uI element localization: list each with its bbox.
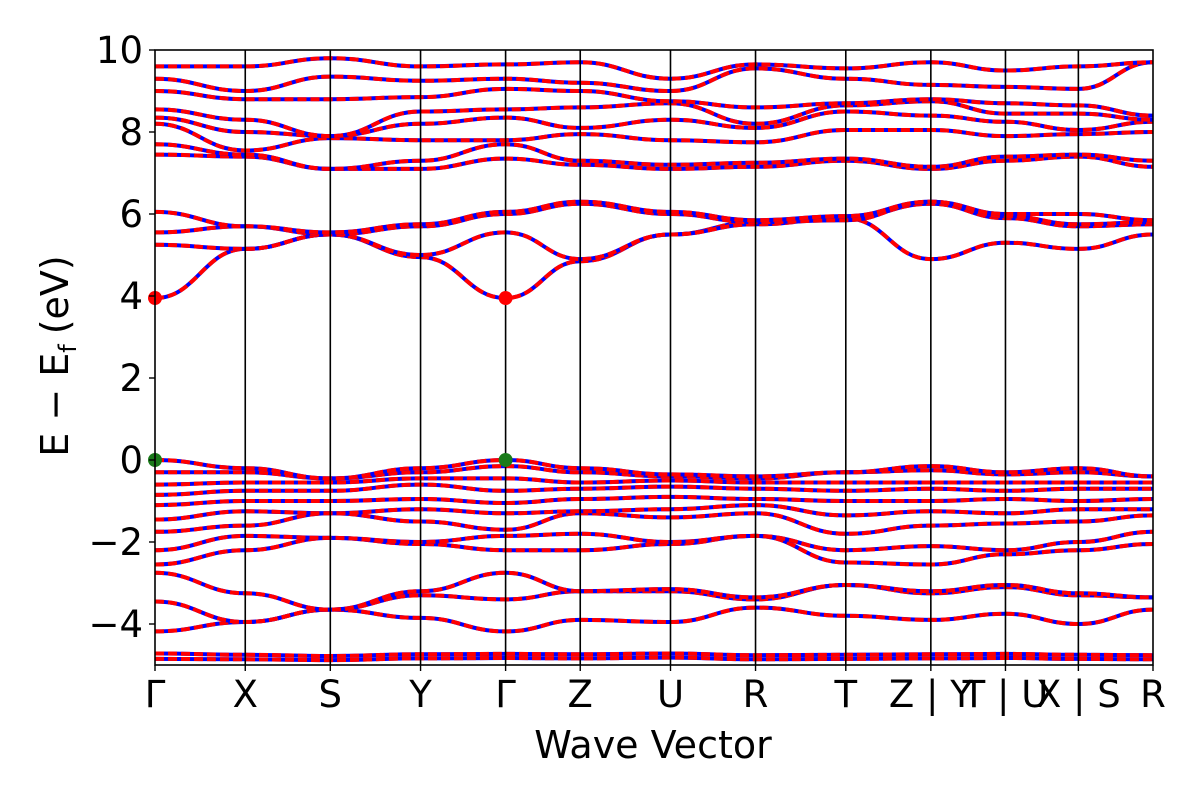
y-tick-label-2: 6 — [119, 193, 143, 236]
band-spin-down-20 — [155, 121, 1153, 153]
x-tick-label-5: Z — [568, 673, 593, 716]
x-tick-label-6: U — [657, 673, 684, 716]
band-spin-down-4 — [155, 570, 1153, 612]
x-tick-label-3: Y — [408, 673, 432, 716]
x-tick-label-4: Γ — [495, 673, 516, 716]
y-tick-label-1: 8 — [119, 111, 143, 154]
y-axis-title-unit: (eV) — [33, 255, 77, 334]
band-spin-down-25 — [155, 56, 1153, 81]
band-spin-down-1 — [155, 651, 1153, 659]
band-spin-down-14 — [155, 216, 1153, 301]
y-axis-ticks: 10 8 6 4 2 0 −2 −4 — [88, 29, 155, 646]
y-tick-label-0: 10 — [96, 29, 143, 72]
x-tick-label-10: T | U — [962, 673, 1049, 716]
y-axis-title-sub: f — [54, 344, 82, 353]
y-tick-label-7: −4 — [88, 603, 143, 646]
band-spin-down-10 — [155, 482, 1153, 497]
x-tick-label-11: X | S — [1036, 673, 1121, 716]
x-tick-label-9: Z | Y — [889, 673, 973, 716]
y-tick-label-6: −2 — [88, 521, 143, 564]
x-axis-ticks: Γ X S Y Γ Z U R T Z | YT | UX | S R — [145, 665, 1166, 716]
band-spin-down-9 — [155, 494, 1153, 508]
vbm-marker-1 — [498, 453, 513, 467]
band-spin-down-0 — [155, 655, 1153, 663]
x-tick-label-8: T — [833, 673, 857, 716]
x-tick-label-2: S — [319, 673, 343, 716]
y-axis-title-base: E − E — [33, 353, 77, 457]
bands-layer — [155, 56, 1153, 663]
x-tick-label-12: R — [1140, 673, 1166, 716]
kpoint-lines-layer — [244, 50, 1080, 665]
y-axis-title: E − Ef (eV) — [33, 255, 82, 457]
x-tick-label-0: Γ — [145, 673, 166, 716]
y-tick-label-5: 0 — [119, 439, 143, 482]
x-tick-label-1: X — [233, 673, 258, 716]
cbm-marker-3 — [498, 291, 513, 306]
y-tick-label-4: 2 — [119, 357, 143, 400]
x-tick-label-7: R — [743, 673, 769, 716]
x-axis-title: Wave Vector — [534, 723, 772, 767]
y-tick-label-3: 4 — [119, 275, 143, 318]
plot-frame — [154, 49, 1154, 666]
